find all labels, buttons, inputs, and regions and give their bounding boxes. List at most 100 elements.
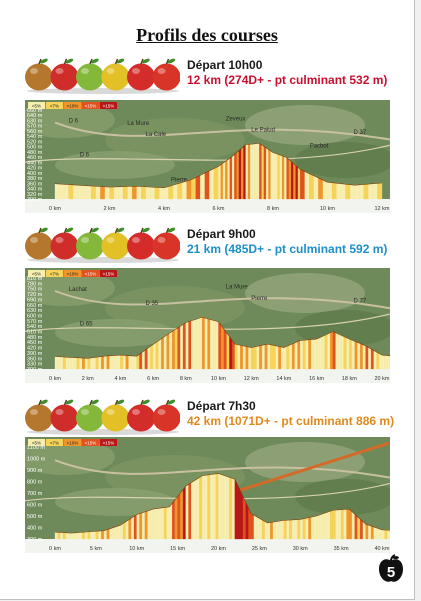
apples-illustration	[25, 58, 180, 94]
elevation-segment	[132, 185, 137, 200]
map-label: Lachat	[69, 287, 87, 293]
elevation-segment	[182, 180, 187, 200]
elevation-segment	[168, 184, 174, 200]
legend-item: <10%	[64, 102, 81, 109]
map-label: La Mure	[127, 121, 150, 127]
x-tick-label: 2 km	[104, 206, 116, 212]
elevation-segment	[370, 525, 374, 540]
elevation-segment	[114, 525, 118, 540]
y-tick-label: 560 m	[27, 129, 43, 135]
elevation-segment	[373, 350, 377, 370]
x-tick-label: 12 km	[375, 206, 390, 212]
elevation-segment	[250, 143, 253, 200]
y-tick-label: 330 m	[27, 362, 43, 368]
elevation-segment	[142, 511, 146, 540]
elevation-segment	[161, 336, 165, 370]
elevation-segment	[359, 184, 364, 200]
elevation-segment	[357, 516, 361, 540]
elevation-segment	[201, 317, 206, 370]
x-tick-label: 10 km	[320, 206, 335, 212]
elevation-segment	[109, 355, 113, 370]
elevation-segment	[294, 519, 298, 540]
elevation-segment	[377, 182, 383, 200]
elevation-segment	[256, 345, 260, 370]
elevation-segment	[340, 183, 346, 200]
apple-icon	[152, 58, 180, 91]
elevation-segment	[291, 342, 295, 370]
elevation-segment	[338, 509, 342, 540]
elevation-segment	[155, 508, 159, 540]
elevation-segment	[354, 184, 360, 200]
x-tick-label: 20 km	[211, 546, 226, 552]
elevation-segment	[209, 168, 215, 200]
x-tick-label: 0 km	[49, 206, 61, 212]
elevation-segment	[245, 346, 249, 370]
elevation-segment	[136, 185, 142, 200]
elevation-segment	[270, 521, 274, 540]
race-description: 12 km (274D+ - pt culminant 532 m)	[187, 73, 388, 87]
y-tick-label: 360 m	[27, 356, 43, 362]
map-label: La Mure	[226, 285, 249, 291]
elevation-segment	[142, 349, 146, 370]
elevation-segment	[212, 320, 216, 370]
elevation-segment	[229, 156, 233, 200]
elevation-segment	[101, 355, 105, 370]
elevation-segment	[63, 184, 69, 200]
elevation-segment	[283, 520, 287, 540]
page-title: Profils des courses	[136, 25, 278, 45]
map-label: D 77	[354, 299, 367, 305]
elevation-segment	[363, 183, 369, 200]
legend-label: <10%	[67, 104, 79, 109]
y-tick-label: 400 m	[27, 526, 43, 532]
race-start-time: Départ 7h30	[187, 399, 256, 413]
y-tick-label: 660 m	[27, 303, 43, 309]
y-tick-label: 810 m	[27, 276, 43, 282]
apple-icon	[127, 227, 155, 260]
elevation-segment	[368, 183, 374, 200]
elevation-segment	[222, 161, 226, 200]
elevation-segment	[71, 532, 75, 540]
y-tick-label: 600 m	[27, 313, 43, 319]
legend-item: <15%	[82, 439, 99, 446]
y-tick-label: 360 m	[27, 181, 43, 187]
elevation-segment	[310, 339, 315, 370]
apples-shadow	[27, 88, 179, 94]
elevation-segment	[236, 150, 240, 200]
apple-icon	[127, 399, 155, 432]
y-tick-label: 420 m	[27, 346, 43, 352]
elevation-segment	[381, 529, 385, 540]
elevation-segment	[109, 186, 115, 200]
elevation-segment	[297, 340, 301, 370]
apple-icon	[50, 399, 79, 432]
elevation-segment	[286, 157, 290, 200]
race-description: 42 km (1071D+ - pt culminant 886 m)	[187, 414, 395, 428]
legend-item: >15%	[100, 439, 117, 446]
elevation-segment	[174, 496, 178, 540]
elevation-segment	[106, 528, 110, 540]
elevation-segment	[106, 355, 110, 370]
elevation-segment	[349, 338, 353, 370]
x-tick-label: 5 km	[90, 546, 102, 552]
legend-label: <10%	[67, 272, 79, 277]
legend-label: <15%	[85, 272, 97, 277]
map-label: Pierre	[251, 296, 268, 302]
elevation-segment	[150, 186, 156, 200]
elevation-segment	[354, 341, 358, 370]
map-label: D 37	[354, 130, 367, 136]
elevation-segment	[340, 335, 345, 370]
elevation-segment	[277, 153, 280, 200]
y-tick-label: 1000 m	[27, 457, 46, 463]
elevation-segment	[266, 147, 269, 200]
elevation-segment	[251, 346, 255, 370]
y-tick-label: 460 m	[27, 155, 43, 161]
elevation-segment	[204, 317, 208, 370]
elevation-segment	[210, 319, 214, 370]
y-tick-label: 750 m	[27, 287, 43, 293]
elevation-segment	[166, 333, 170, 370]
elevation-segment	[281, 520, 285, 540]
y-tick-label: 900 m	[27, 468, 43, 474]
elevation-segment	[376, 527, 380, 540]
elevation-segment	[316, 514, 320, 540]
map-terrain	[295, 142, 390, 178]
elevation-segment	[286, 519, 290, 540]
